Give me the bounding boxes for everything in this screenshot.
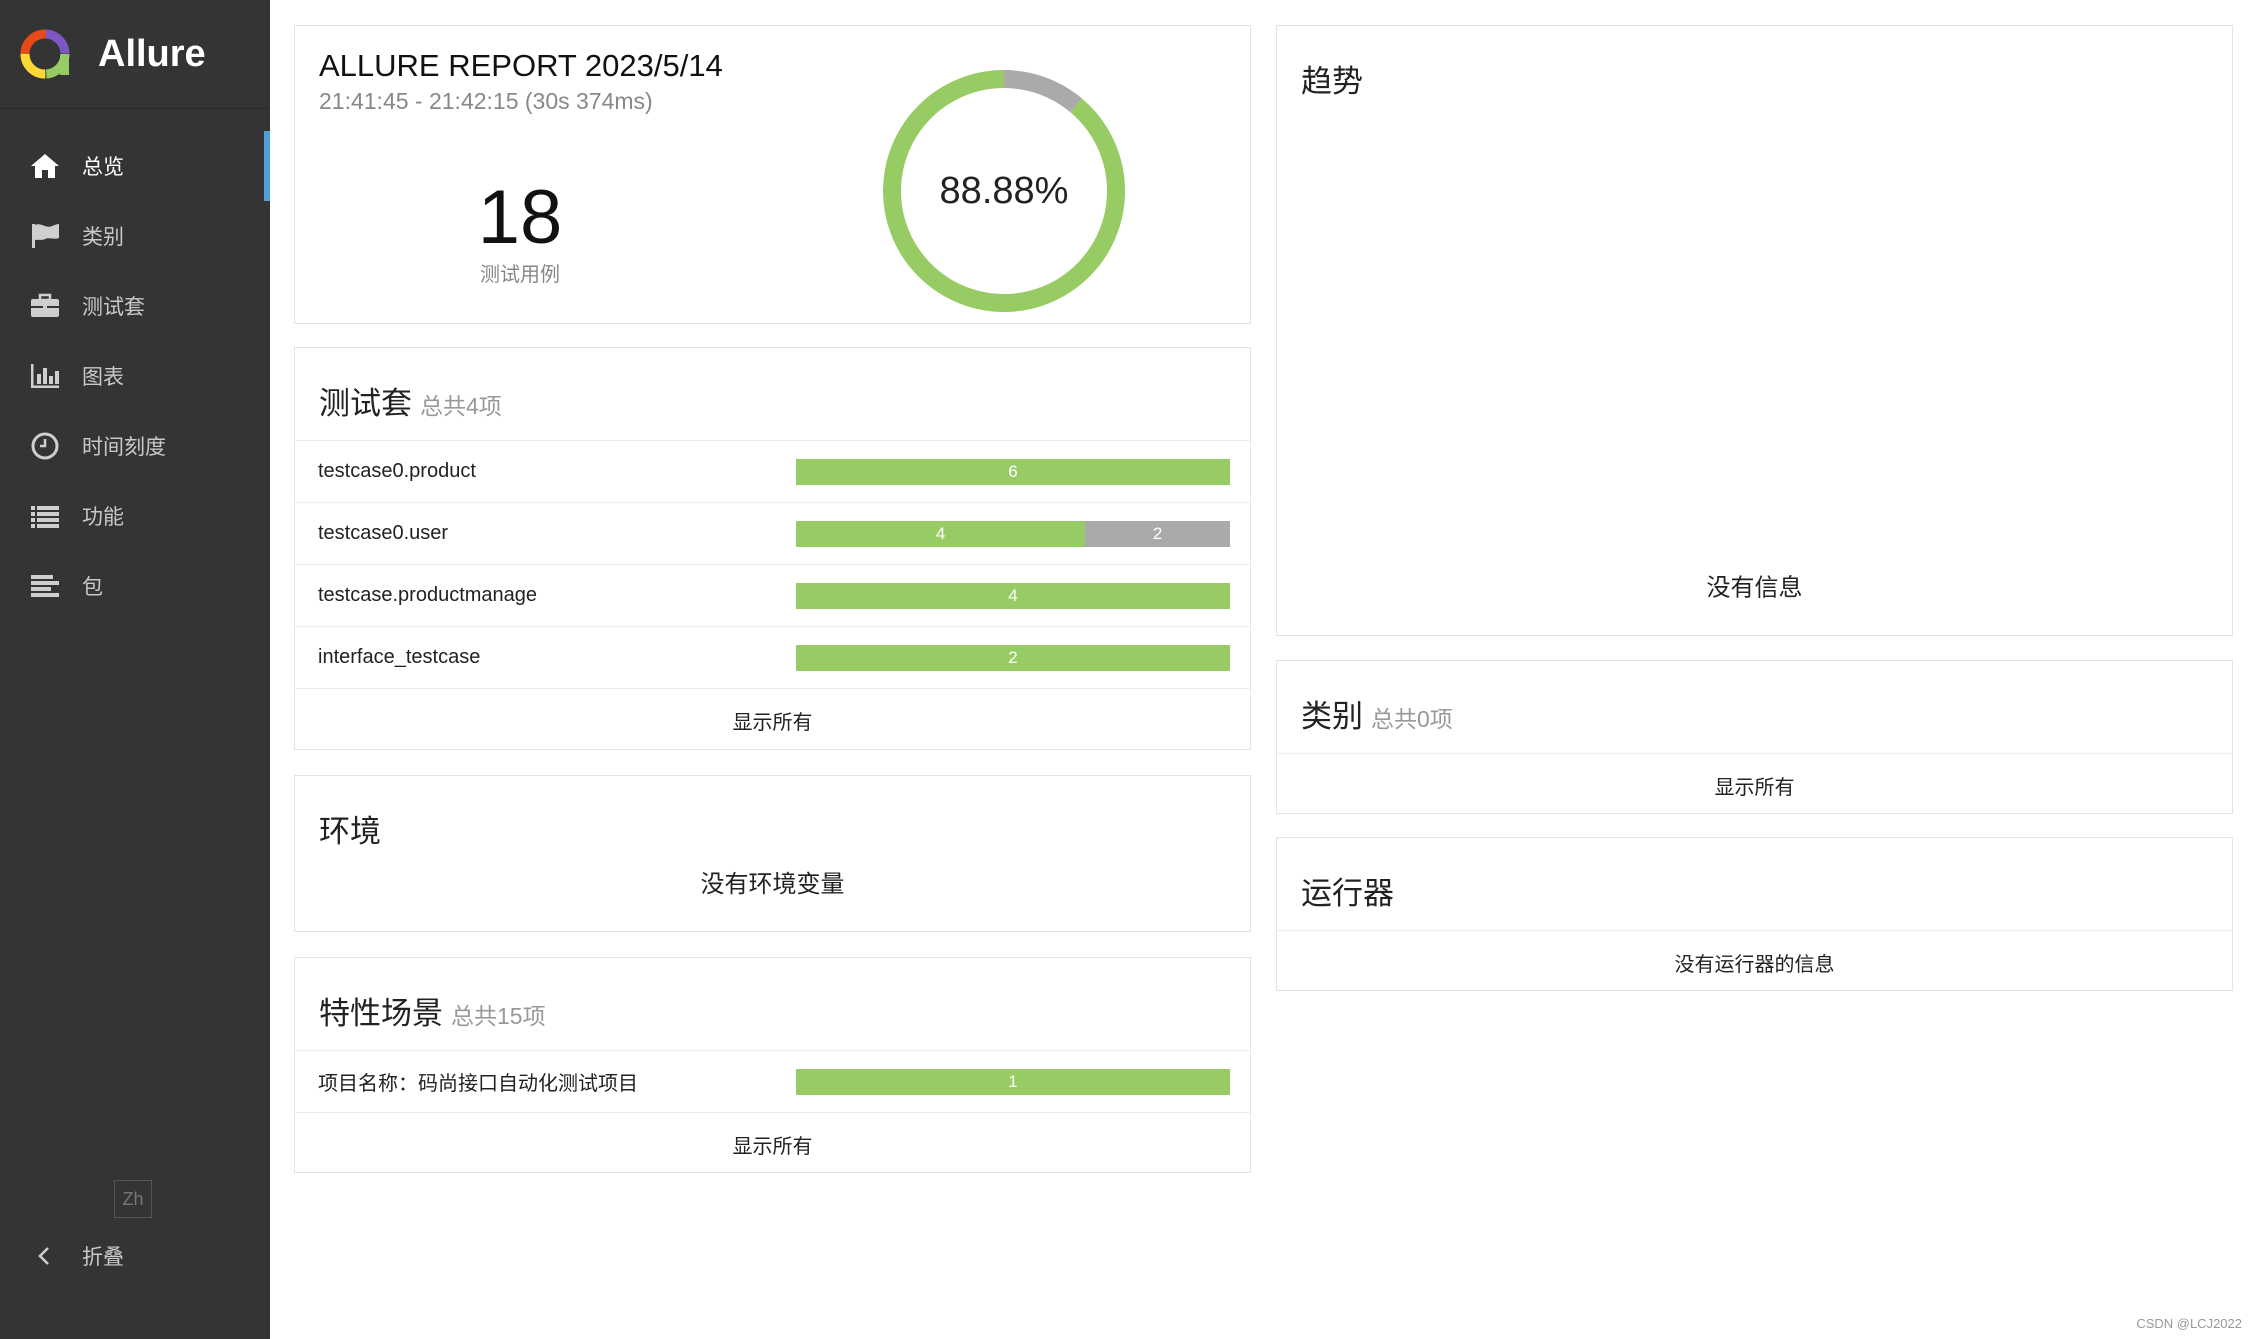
- executors-title: 运行器: [1301, 876, 1394, 911]
- suite-name: testcase0.product: [318, 460, 476, 482]
- passed-segment: 4: [796, 583, 1230, 609]
- status-bar: 2: [796, 645, 1230, 671]
- suite-name: testcase.productmanage: [318, 584, 538, 606]
- features-title-text: 特性场景: [319, 996, 443, 1031]
- sidebar: Allure 总览 类别 测试套 图表: [0, 0, 270, 1339]
- trend-widget: 趋势 没有信息: [1276, 25, 2233, 636]
- summary-widget: ALLURE REPORT 2023/5/14 21:41:45 - 21:42…: [294, 25, 1251, 324]
- categories-title: 类别 总共0项: [1277, 661, 2232, 753]
- suite-name: testcase0.user: [318, 522, 449, 544]
- passed-segment: 1: [796, 1069, 1230, 1095]
- sidebar-item-label: 图表: [82, 366, 124, 389]
- sidebar-item-packages[interactable]: 包: [0, 551, 270, 621]
- sidebar-item-label: 功能: [82, 506, 124, 529]
- clock-icon: [28, 429, 62, 463]
- sidebar-menu: 总览 类别 测试套 图表 时间刻度: [0, 131, 270, 621]
- report-time-range: 21:41:45 - 21:42:15 (30s 374ms): [319, 88, 653, 114]
- categories-title-text: 类别: [1301, 699, 1363, 734]
- test-case-count-label: 测试用例: [480, 264, 560, 286]
- briefcase-icon: [28, 289, 62, 323]
- sidebar-item-timeline[interactable]: 时间刻度: [0, 411, 270, 481]
- environment-empty-message: 没有环境变量: [700, 871, 845, 898]
- suites-widget: 测试套 总共4项 testcase0.product 6 testcase0.us…: [294, 347, 1251, 750]
- passed-segment: 4: [796, 521, 1086, 547]
- pass-rate-donut[interactable]: [877, 64, 1131, 318]
- sidebar-item-label: 包: [82, 576, 103, 599]
- list-icon: [28, 499, 62, 533]
- table-row[interactable]: interface_testcase 2: [295, 626, 1250, 688]
- collapse-button[interactable]: 折叠: [0, 1226, 270, 1286]
- table-row[interactable]: testcase.productmanage 4: [295, 564, 1250, 626]
- chevron-left-icon: [38, 1247, 49, 1265]
- report-title: ALLURE REPORT 2023/5/14: [319, 48, 723, 83]
- environment-widget: 环境 没有环境变量: [294, 775, 1251, 932]
- skipped-segment: 2: [1085, 521, 1230, 547]
- passed-segment: 6: [796, 459, 1230, 485]
- feature-name: 项目名称：码尚接口自动化测试项目: [318, 1073, 638, 1095]
- features-widget: 特性场景 总共15项 项目名称：码尚接口自动化测试项目 1 显示所有: [294, 957, 1251, 1173]
- test-case-count: 18: [477, 175, 563, 260]
- align-left-icon: [28, 569, 62, 603]
- table-row[interactable]: testcase0.product 6: [295, 440, 1250, 502]
- sidebar-item-behaviors[interactable]: 功能: [0, 481, 270, 551]
- features-show-all-link[interactable]: 显示所有: [295, 1112, 1250, 1175]
- status-bar: 1: [796, 1069, 1230, 1095]
- table-row[interactable]: 项目名称：码尚接口自动化测试项目 1: [295, 1050, 1250, 1112]
- sidebar-item-label: 总览: [82, 156, 124, 179]
- categories-widget: 类别 总共0项 显示所有: [1276, 660, 2233, 814]
- donut-skipped-arc: [883, 70, 1125, 312]
- trend-title: 趋势: [1301, 64, 1363, 99]
- executors-widget: 运行器 没有运行器的信息: [1276, 837, 2233, 991]
- status-bar: 4: [796, 583, 1230, 609]
- suites-count: 总共4项: [420, 393, 502, 419]
- sidebar-item-label: 时间刻度: [82, 436, 166, 459]
- features-title: 特性场景 总共15项: [295, 958, 1250, 1050]
- collapse-label: 折叠: [82, 1246, 124, 1269]
- allure-logo-icon: [20, 29, 70, 79]
- sidebar-item-categories[interactable]: 类别: [0, 201, 270, 271]
- bar-chart-icon: [28, 359, 62, 393]
- suite-name: interface_testcase: [318, 646, 481, 668]
- flag-icon: [28, 219, 62, 253]
- passed-segment: 2: [796, 645, 1230, 671]
- suites-title: 测试套 总共4项: [295, 348, 1250, 440]
- brand[interactable]: Allure: [0, 0, 270, 109]
- suites-title-text: 测试套: [319, 386, 412, 421]
- pass-rate-label: 88.88%: [939, 169, 1069, 212]
- sidebar-item-overview[interactable]: 总览: [0, 131, 270, 201]
- sidebar-item-label: 测试套: [82, 296, 145, 319]
- features-count: 总共15项: [451, 1003, 546, 1029]
- environment-title: 环境: [319, 814, 381, 849]
- sidebar-item-suites[interactable]: 测试套: [0, 271, 270, 341]
- language-switch-button[interactable]: Zh: [114, 1180, 152, 1218]
- sidebar-item-label: 类别: [82, 226, 124, 249]
- status-bar: 6: [796, 459, 1230, 485]
- sidebar-item-graphs[interactable]: 图表: [0, 341, 270, 411]
- categories-show-all-link[interactable]: 显示所有: [1277, 753, 2232, 816]
- brand-name: Allure: [98, 32, 206, 75]
- watermark-credit: CSDN @LCJ2022: [2136, 1316, 2242, 1331]
- executors-empty-message: 没有运行器的信息: [1277, 930, 2232, 993]
- trend-empty-message: 没有信息: [1706, 574, 1803, 602]
- home-icon: [28, 149, 62, 183]
- suites-show-all-link[interactable]: 显示所有: [295, 688, 1250, 751]
- categories-count: 总共0项: [1371, 706, 1453, 732]
